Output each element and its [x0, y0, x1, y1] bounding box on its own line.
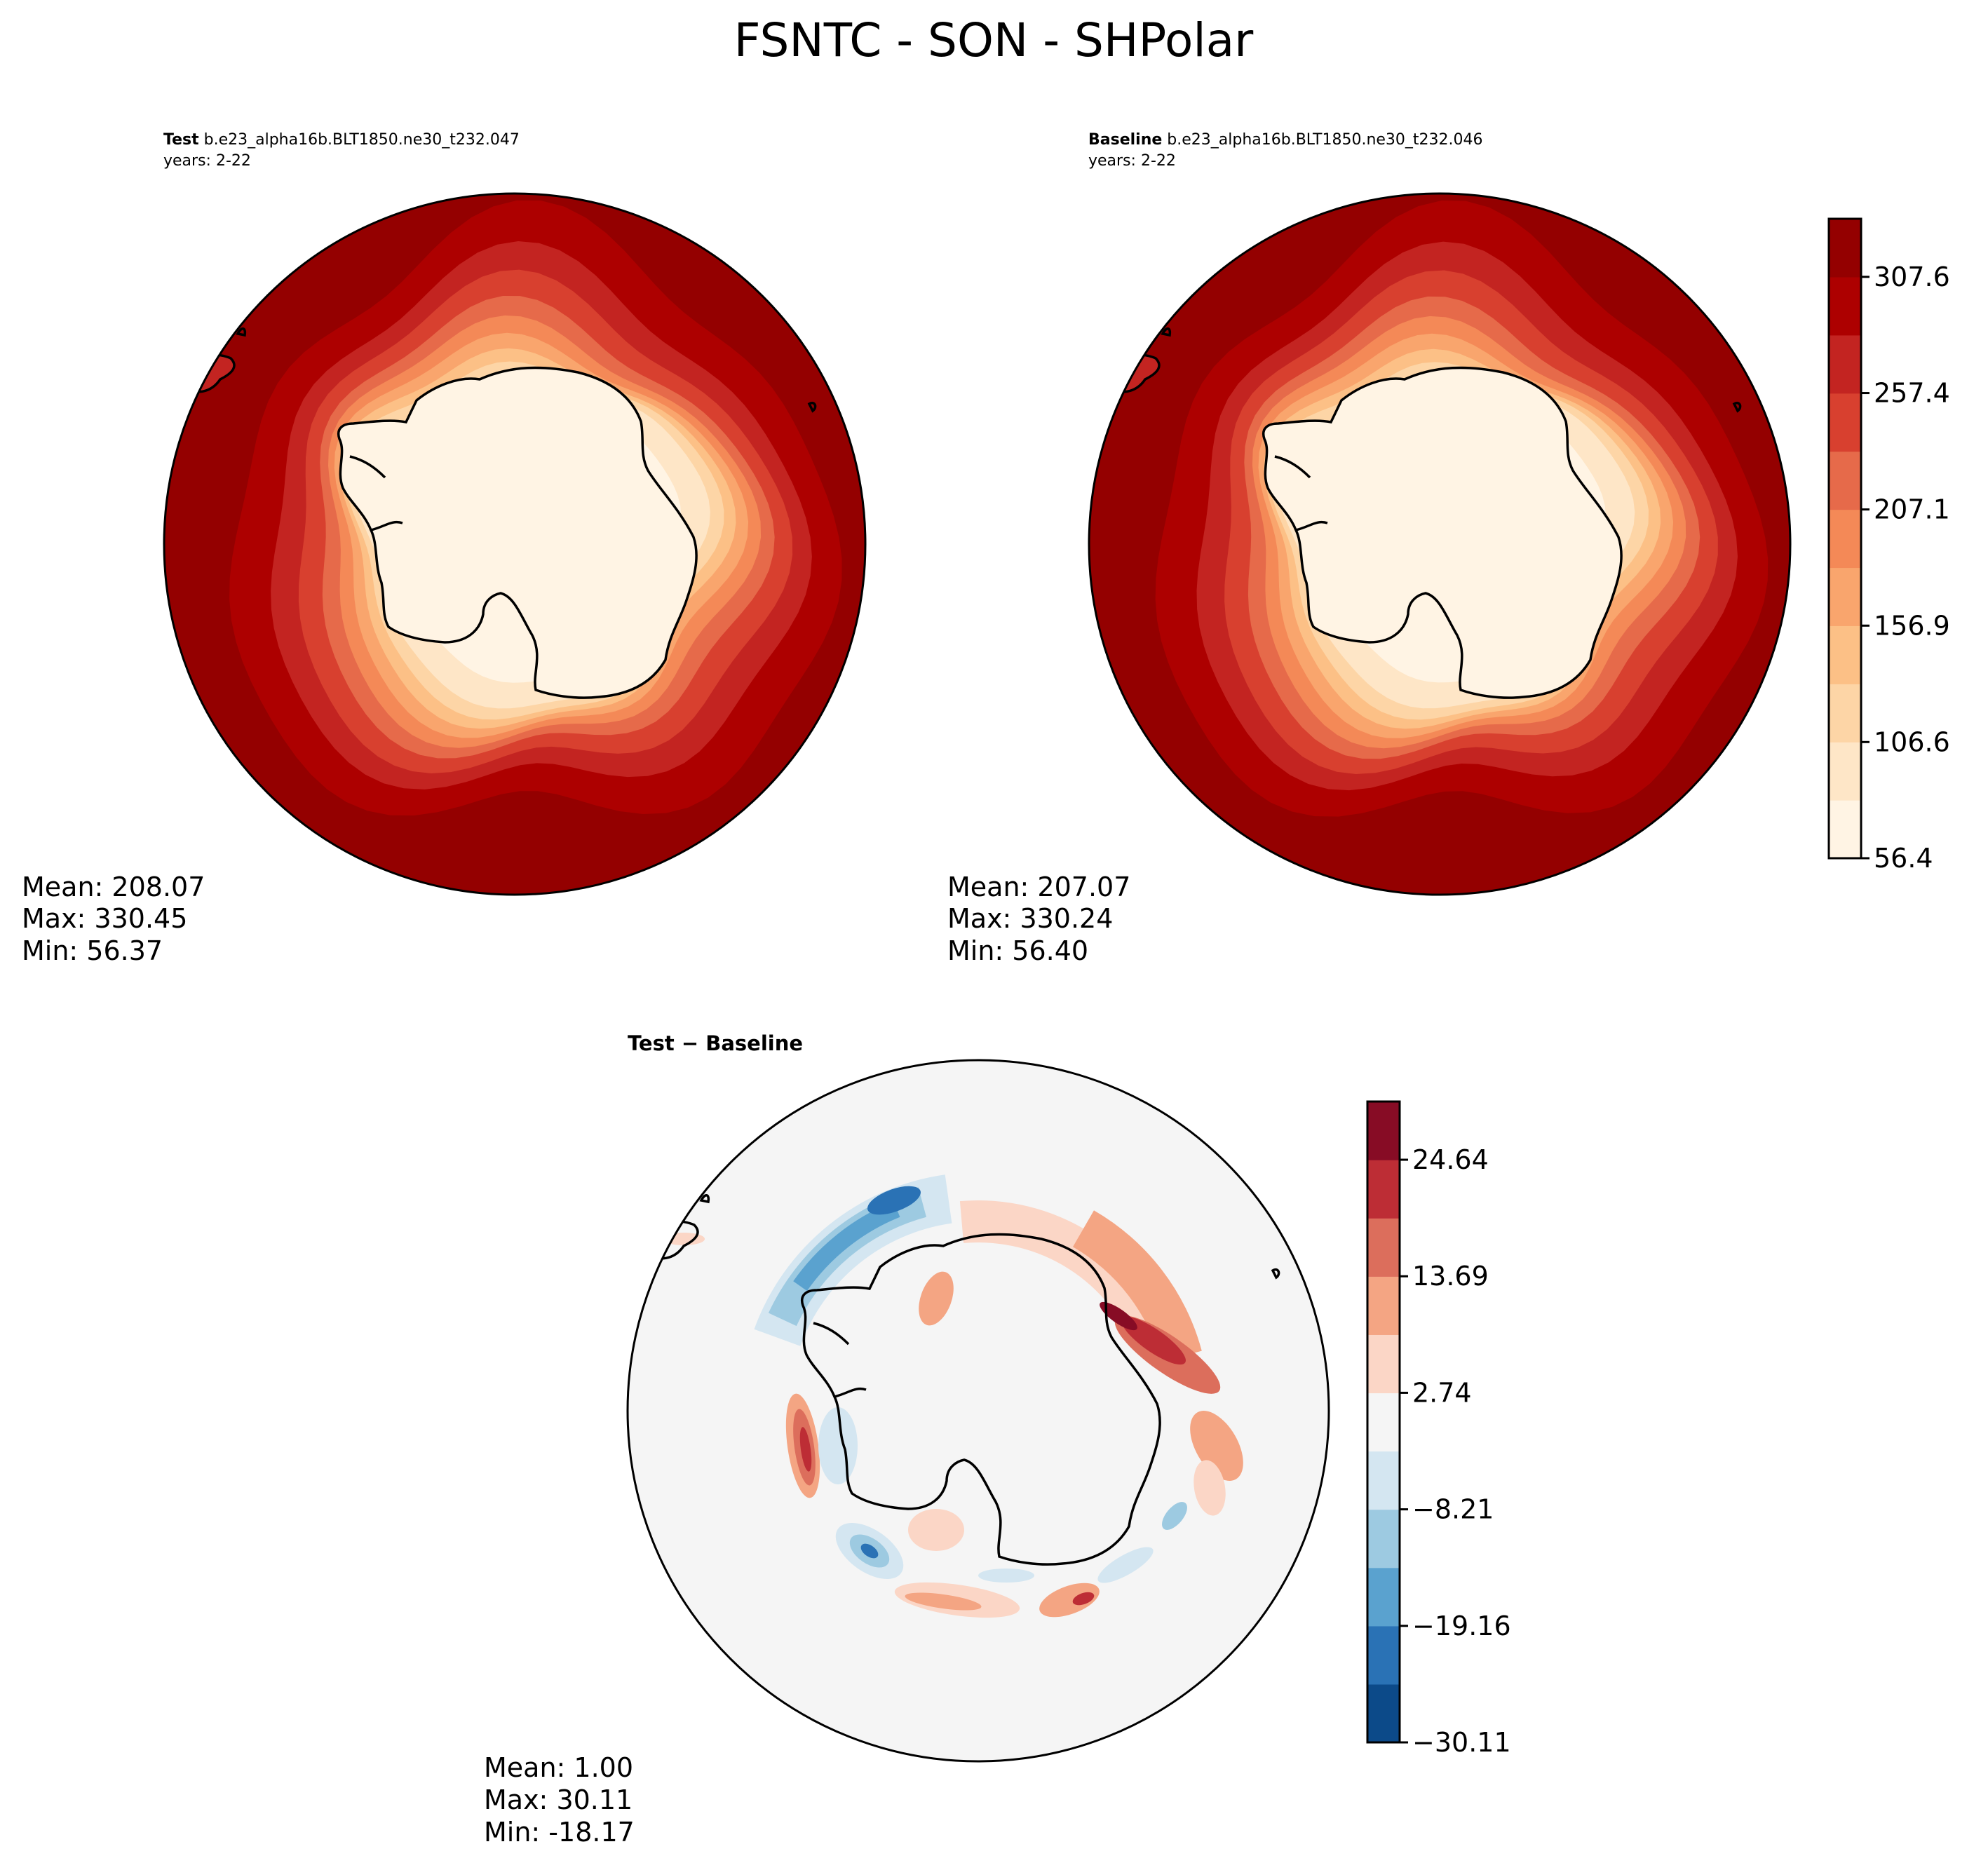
test-field-contours — [164, 194, 865, 895]
diff-panel-title: Test − Baseline — [628, 1031, 803, 1055]
diff-colorbar-tick-label-5: −30.11 — [1412, 1727, 1511, 1758]
diff-colorbar-level-7 — [1367, 1276, 1400, 1335]
baseline-panel-title: Baseline b.e23_alpha16b.BLT1850.ne30_t23… — [1088, 131, 1483, 149]
test-panel-years: years: 2-22 — [163, 152, 251, 170]
test-max: Max: 330.45 — [22, 903, 187, 934]
baseline-panel-years: years: 2-22 — [1088, 152, 1176, 170]
diff-map-background — [628, 1060, 1329, 1761]
diff-colorbar-frame — [1366, 1100, 1401, 1744]
diff-negative-east — [1162, 1502, 1187, 1530]
diff-negative-core-north — [867, 1186, 921, 1215]
diff-positive-west-core — [799, 1427, 812, 1472]
diff-colorbar: 24.64 13.69 2.74 −8.21 −19.16 −30.11 — [1366, 1100, 1511, 1758]
field-colorbar-level-9 — [1829, 276, 1861, 336]
field-colorbar-level-5 — [1829, 509, 1861, 569]
diff-negative-south — [978, 1569, 1034, 1583]
field-colorbar-tick-label-1: 257.4 — [1874, 378, 1950, 409]
baseline-map-boundary — [1088, 192, 1792, 896]
baseline-panel: Baseline b.e23_alpha16b.BLT1850.ne30_t23… — [947, 131, 1950, 966]
test-min: Min: 56.37 — [22, 935, 163, 966]
diff-negative-west — [818, 1407, 858, 1484]
field-colorbar: 307.6 257.4 207.1 156.9 106.6 56.4 — [1827, 217, 1950, 874]
diff-colorbar-level-1 — [1367, 1625, 1400, 1685]
baseline-title-value: b.e23_alpha16b.BLT1850.ne30_t232.046 — [1162, 131, 1482, 149]
field-colorbar-level-1 — [1829, 742, 1861, 801]
diff-mean: Mean: 1.00 — [484, 1752, 633, 1783]
diff-colorbar-level-2 — [1367, 1567, 1400, 1627]
diff-positive-south-core — [905, 1592, 982, 1611]
field-colorbar-tick-label-4: 106.6 — [1874, 726, 1950, 757]
diff-positive-ne-core — [1121, 1316, 1186, 1365]
diff-negative-arc-core — [793, 1201, 900, 1292]
diff-min: Min: -18.17 — [484, 1817, 635, 1848]
field-colorbar-level-10 — [1829, 219, 1861, 278]
field-colorbar-level-8 — [1829, 334, 1861, 394]
field-colorbar-level-4 — [1829, 567, 1861, 626]
diff-max: Max: 30.11 — [484, 1784, 633, 1815]
test-panel-title: Test b.e23_alpha16b.BLT1850.ne30_t232.04… — [163, 131, 520, 149]
diff-panel: Test − Baseline Mean: 1.00 Max: 30.11 Mi… — [484, 1031, 1511, 1848]
diff-positive-east-2 — [1194, 1460, 1226, 1516]
diff-colorbar-level-9 — [1367, 1160, 1400, 1219]
field-colorbar-tick-label-2: 207.1 — [1874, 494, 1950, 525]
test-title-value: b.e23_alpha16b.BLT1850.ne30_t232.047 — [199, 131, 520, 149]
diff-colorbar-level-8 — [1367, 1218, 1400, 1277]
baseline-max: Max: 330.24 — [947, 903, 1113, 934]
diff-colorbar-tick-label-1: 13.69 — [1412, 1261, 1489, 1292]
test-map — [164, 194, 865, 895]
diff-colorbar-level-10 — [1367, 1102, 1400, 1160]
diff-map — [628, 1060, 1329, 1761]
diff-positive-inner-nw — [919, 1271, 954, 1326]
test-field-band-0-interior — [338, 367, 697, 698]
test-map-boundary — [163, 192, 867, 896]
baseline-field-band-0-interior — [1263, 367, 1622, 698]
field-colorbar-level-7 — [1829, 393, 1861, 452]
field-colorbar-level-0 — [1829, 800, 1861, 859]
baseline-mean: Mean: 207.07 — [947, 872, 1130, 902]
diff-colorbar-tick-label-3: −8.21 — [1412, 1494, 1494, 1525]
field-colorbar-level-3 — [1829, 625, 1861, 684]
diff-negative-sw-core — [860, 1543, 879, 1559]
field-colorbar-tick-label-0: 307.6 — [1874, 262, 1950, 292]
diff-positive-arc-mid — [1073, 1210, 1202, 1362]
diff-positive-south-inner — [908, 1509, 964, 1551]
diff-positive-ne-max — [1100, 1301, 1137, 1331]
field-colorbar-tick-label-5: 56.4 — [1874, 843, 1933, 874]
diff-colorbar-tick-label-0: 24.64 — [1412, 1144, 1489, 1175]
diff-colorbar-level-0 — [1367, 1683, 1400, 1743]
diff-positive-se — [1039, 1583, 1100, 1618]
diff-positive-se-core — [1072, 1592, 1095, 1606]
field-colorbar-frame — [1827, 217, 1862, 860]
field-colorbar-level-6 — [1829, 451, 1861, 510]
diff-colorbar-level-6 — [1367, 1334, 1400, 1394]
diff-colorbar-tick-label-4: −19.16 — [1412, 1611, 1511, 1641]
diff-colorbar-tick-label-2: 2.74 — [1412, 1377, 1472, 1408]
diff-map-boundary — [626, 1059, 1330, 1763]
figure-title: FSNTC - SON - SHPolar — [734, 13, 1254, 67]
diff-colorbar-level-3 — [1367, 1509, 1400, 1569]
test-mean: Mean: 208.07 — [22, 872, 205, 902]
diff-negative-se — [1097, 1547, 1154, 1583]
field-colorbar-tick-label-3: 156.9 — [1874, 610, 1950, 641]
field-colorbar-level-2 — [1829, 684, 1861, 743]
baseline-map — [1089, 194, 1790, 895]
baseline-title-label: Baseline — [1088, 131, 1162, 149]
baseline-field-contours — [1089, 194, 1790, 895]
diff-colorbar-level-4 — [1367, 1451, 1400, 1510]
baseline-min: Min: 56.40 — [947, 935, 1088, 966]
test-panel: Test b.e23_alpha16b.BLT1850.ne30_t232.04… — [22, 131, 867, 966]
diff-colorbar-level-5 — [1367, 1393, 1400, 1452]
test-title-label: Test — [163, 131, 199, 149]
